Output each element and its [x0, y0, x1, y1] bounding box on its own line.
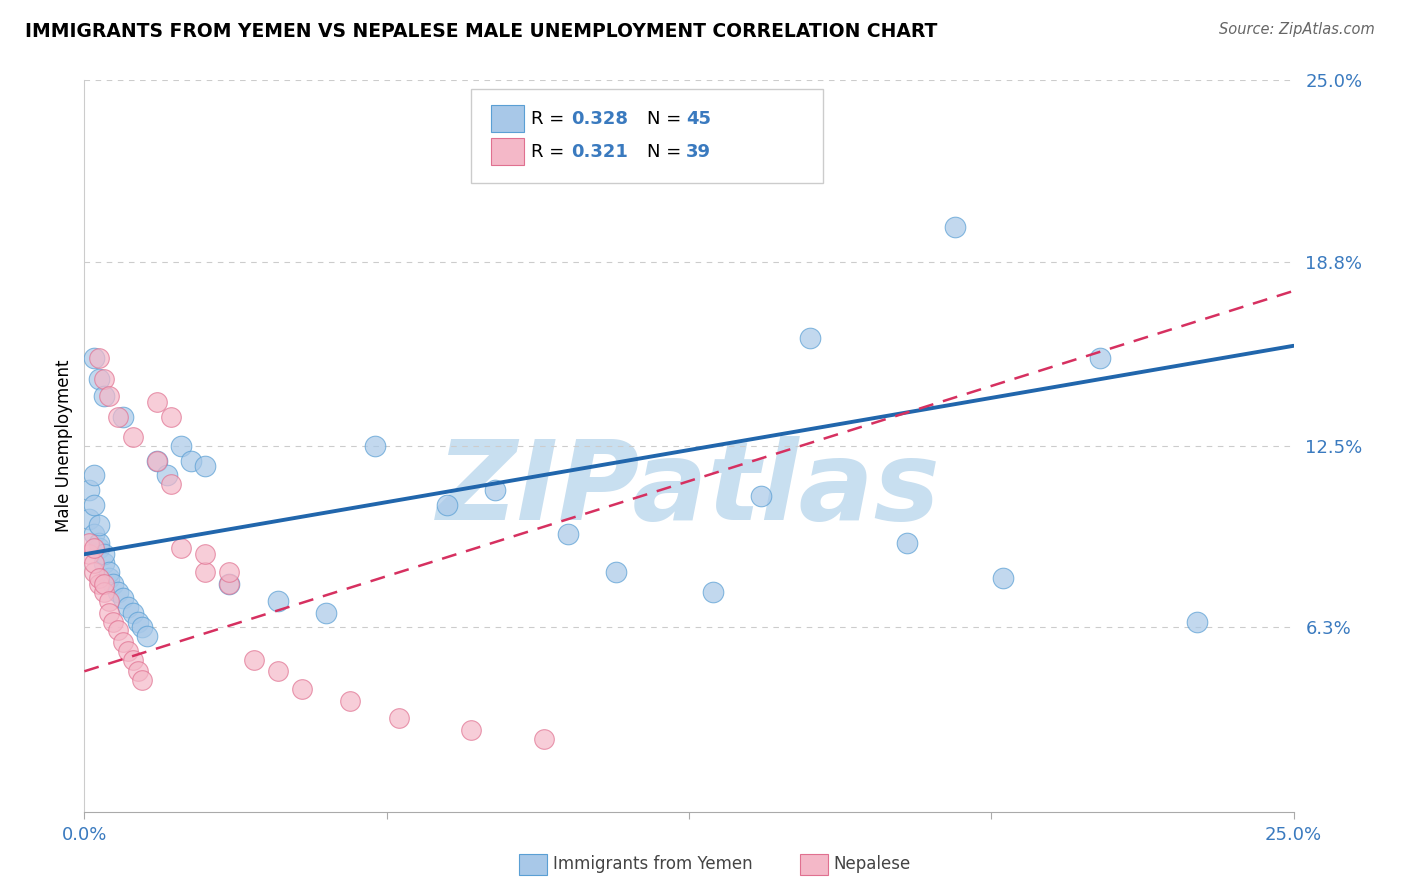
Point	[87, 518, 110, 533]
Point	[77, 535, 100, 549]
Point	[242, 652, 264, 666]
Point	[291, 681, 314, 696]
Point	[218, 565, 240, 579]
Point	[267, 594, 290, 608]
Point	[896, 535, 918, 549]
Point	[160, 477, 183, 491]
Point	[460, 723, 482, 737]
Point	[87, 351, 110, 366]
Text: Nepalese: Nepalese	[834, 855, 911, 873]
Point	[1185, 615, 1208, 629]
Point	[87, 372, 110, 386]
Point	[146, 453, 169, 467]
Point	[77, 483, 100, 497]
Point	[103, 615, 125, 629]
Point	[93, 389, 115, 403]
Point	[97, 594, 120, 608]
Point	[83, 526, 105, 541]
Point	[1088, 351, 1111, 366]
Point	[112, 591, 135, 606]
Point	[146, 453, 169, 467]
Point	[83, 498, 105, 512]
Point	[112, 635, 135, 649]
Point	[218, 576, 240, 591]
Text: 39: 39	[686, 143, 711, 161]
Point	[160, 409, 183, 424]
Point	[103, 576, 125, 591]
Point	[87, 535, 110, 549]
Point	[943, 219, 966, 234]
Point	[131, 620, 153, 634]
Point	[533, 731, 555, 746]
Text: 45: 45	[686, 110, 711, 128]
Point	[83, 468, 105, 483]
Text: Source: ZipAtlas.com: Source: ZipAtlas.com	[1219, 22, 1375, 37]
Text: N =: N =	[647, 110, 686, 128]
Point	[87, 541, 110, 556]
Point	[83, 351, 105, 366]
Text: R =: R =	[531, 110, 571, 128]
Point	[112, 409, 135, 424]
Point	[702, 585, 724, 599]
Text: 0.321: 0.321	[571, 143, 627, 161]
Point	[83, 556, 105, 570]
Text: IMMIGRANTS FROM YEMEN VS NEPALESE MALE UNEMPLOYMENT CORRELATION CHART: IMMIGRANTS FROM YEMEN VS NEPALESE MALE U…	[25, 22, 938, 41]
Point	[93, 585, 115, 599]
Point	[107, 585, 129, 599]
Text: R =: R =	[531, 143, 571, 161]
Point	[170, 541, 193, 556]
Point	[97, 565, 120, 579]
Point	[87, 576, 110, 591]
Point	[93, 547, 115, 561]
Point	[146, 395, 169, 409]
Point	[107, 409, 129, 424]
Point	[267, 665, 290, 679]
Point	[83, 541, 105, 556]
Point	[93, 556, 115, 570]
Point	[127, 615, 149, 629]
Point	[121, 652, 143, 666]
Point	[117, 599, 139, 614]
Point	[388, 711, 411, 725]
Point	[121, 606, 143, 620]
Point	[97, 606, 120, 620]
Point	[97, 389, 120, 403]
Point	[77, 547, 100, 561]
Point	[93, 372, 115, 386]
Text: ZIPatlas: ZIPatlas	[437, 436, 941, 543]
Point	[121, 430, 143, 444]
Point	[107, 624, 129, 638]
Point	[136, 629, 159, 643]
Point	[339, 693, 361, 707]
Text: N =: N =	[647, 143, 686, 161]
Point	[93, 576, 115, 591]
Point	[180, 453, 202, 467]
Y-axis label: Male Unemployment: Male Unemployment	[55, 359, 73, 533]
Point	[484, 483, 506, 497]
Point	[605, 565, 627, 579]
Point	[436, 498, 458, 512]
Point	[87, 571, 110, 585]
Point	[557, 526, 579, 541]
Text: Immigrants from Yemen: Immigrants from Yemen	[553, 855, 752, 873]
Point	[363, 439, 385, 453]
Point	[77, 512, 100, 526]
Point	[170, 439, 193, 453]
Point	[315, 606, 337, 620]
Point	[218, 576, 240, 591]
Point	[117, 644, 139, 658]
Point	[155, 468, 177, 483]
Point	[97, 571, 120, 585]
Point	[194, 565, 217, 579]
Point	[83, 565, 105, 579]
Text: 0.328: 0.328	[571, 110, 628, 128]
Point	[194, 459, 217, 474]
Point	[127, 665, 149, 679]
Point	[751, 489, 773, 503]
Point	[194, 547, 217, 561]
Point	[131, 673, 153, 687]
Point	[993, 571, 1015, 585]
Point	[799, 331, 821, 345]
